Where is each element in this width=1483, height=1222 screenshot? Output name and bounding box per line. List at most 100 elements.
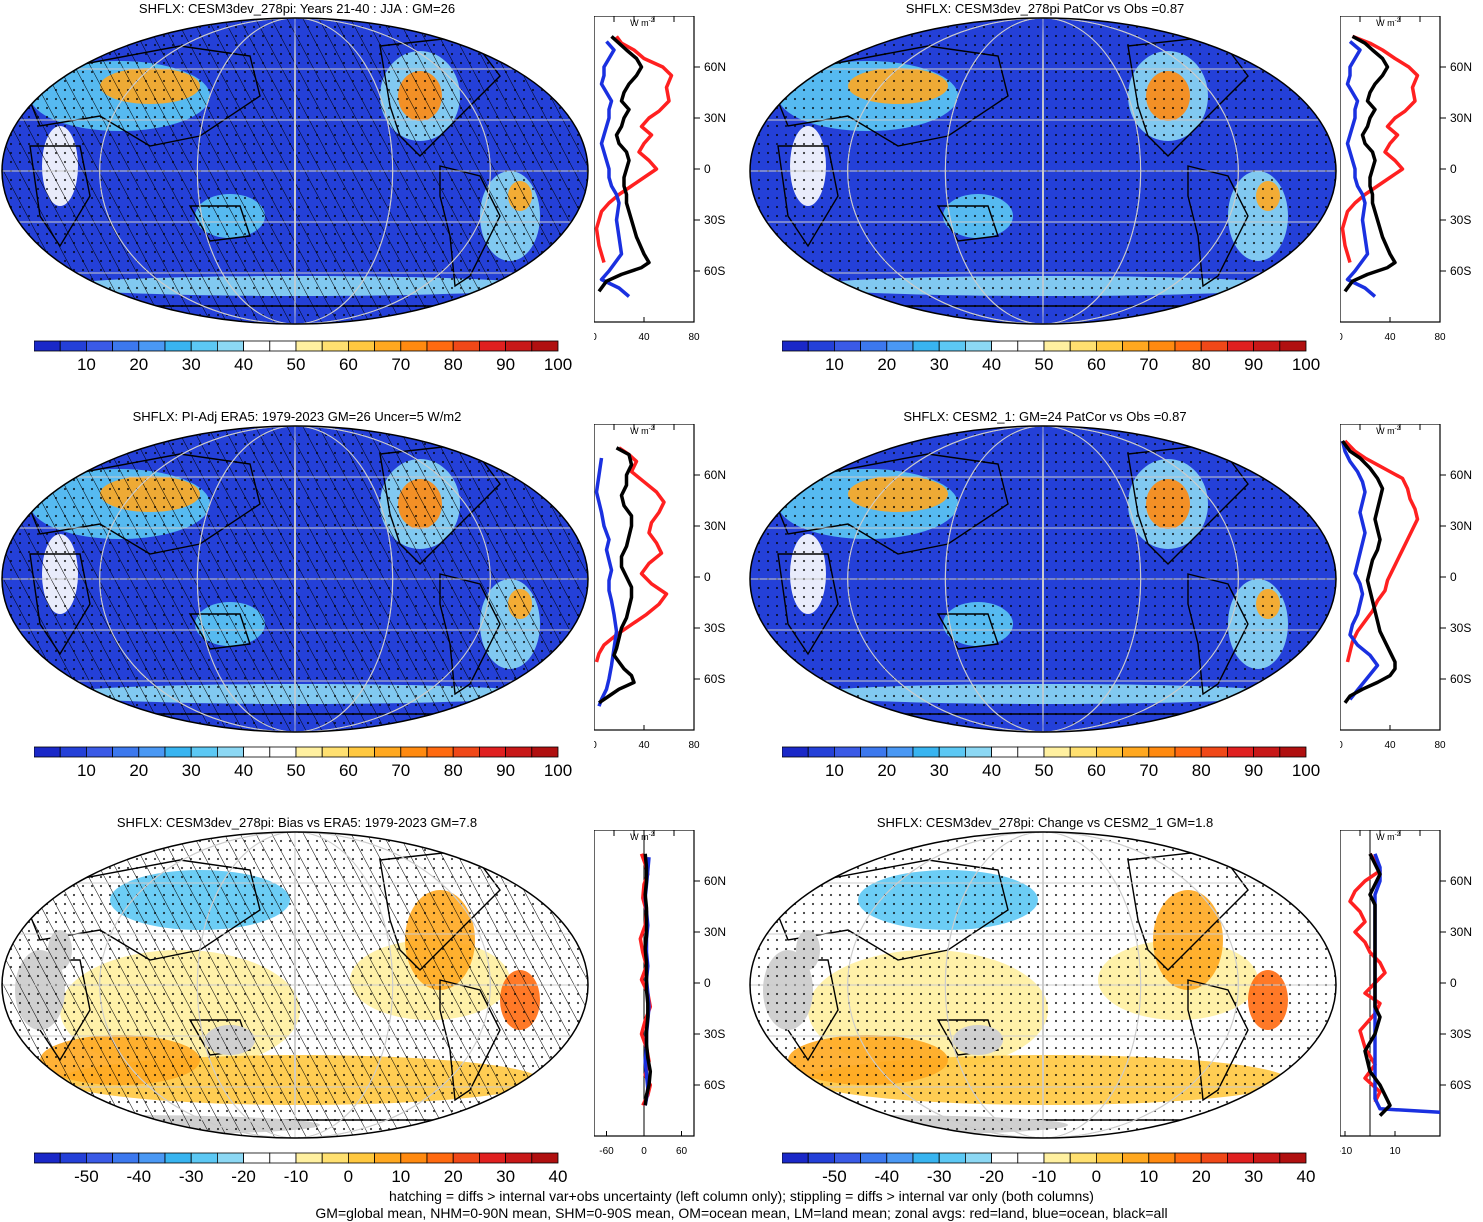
zonal-series-all [1343,34,1397,293]
colorbar-swatch [1095,746,1123,758]
panel-title: SHFLX: PI-Adj ERA5: 1979-2023 GM=26 Unce… [132,409,462,424]
colorbar-swatch [1279,746,1307,758]
colorbar-tick-label: 70 [391,355,410,374]
lat-tick-label: 60N [1450,60,1472,74]
zonal-x-tick-label: 40 [1384,332,1396,343]
colorbar-tick-label: -40 [875,1167,900,1186]
colorbar-swatch [531,340,559,352]
colorbar-swatch [86,340,114,352]
colorbar-tick-label: 30 [930,355,949,374]
colorbar-tick-label: -50 [822,1167,847,1186]
colorbar-swatch [505,1152,533,1164]
colorbar-tick-label: 30 [182,355,201,374]
colorbar-swatch [1226,746,1254,758]
colorbar-swatch [478,746,506,758]
colorbar-tick-label: 100 [1292,761,1320,780]
robinson-map [1,17,589,325]
colorbar-tick-label: 20 [877,761,896,780]
colorbar-swatch [426,1152,454,1164]
colorbar-swatch [269,340,297,352]
colorbar-tick-label: 10 [77,761,96,780]
colorbar-swatch [347,340,375,352]
colorbar-tick-label: 10 [825,355,844,374]
colorbar-swatch [347,746,375,758]
colorbar-swatch [59,746,87,758]
units-label: W m-2 [630,832,654,842]
colorbar-swatch [1043,746,1071,758]
colorbar-swatch [505,746,533,758]
colorbar-swatch [505,340,533,352]
colorbar-swatch [295,746,323,758]
zonal-x-tick-label: 80 [1434,740,1446,751]
lat-tick-label: 60N [704,60,726,74]
colorbar-tick-label: -20 [231,1167,256,1186]
colorbar-swatch [426,746,454,758]
colorbar-swatch [834,340,862,352]
zonal-mean-plot: W m-2 60N 30N 0 30S 60S 0 40 80 [1340,424,1472,751]
zonal-series-ocean [1340,440,1380,701]
zonal-series-land [594,446,669,663]
colorbar-swatch [138,746,166,758]
colorbar: -50-40-30-20-1001020304050 [782,1152,1315,1186]
colorbar-swatch [1095,1152,1123,1164]
robinson-map [749,17,1337,325]
lat-tick-label: 60N [1450,874,1472,888]
colorbar-swatch [964,340,992,352]
zonal-x-tick-label: -10 [1340,1146,1353,1157]
colorbar-tick-label: -30 [927,1167,952,1186]
colorbar-swatch [531,1152,559,1164]
colorbar-swatch [1253,340,1281,352]
colorbar-swatch [86,1152,114,1164]
colorbar-swatch [86,746,114,758]
zonal-series-land [1348,852,1387,1103]
colorbar-swatch [1095,340,1123,352]
colorbar-tick-label: 10 [825,761,844,780]
colorbar-swatch [243,1152,271,1164]
zonal-x-tick-label: 80 [688,332,700,343]
colorbar-tick-label: 40 [234,761,253,780]
colorbar-swatch [59,340,87,352]
colorbar-tick-label: 30 [1244,1167,1263,1186]
colorbar-swatch [991,340,1019,352]
colorbar-swatch [112,1152,140,1164]
colorbar-swatch [1122,1152,1150,1164]
lat-tick-label: 30S [704,621,725,635]
colorbar-swatch [374,1152,402,1164]
colorbar-tick-label: 100 [1292,355,1320,374]
colorbar-tick-label: 50 [1035,355,1054,374]
zonal-x-tick-label: -60 [599,1146,614,1157]
colorbar-tick-label: 20 [129,355,148,374]
colorbar-swatch [1174,1152,1202,1164]
zonal-x-tick-label: 40 [1384,740,1396,751]
colorbar-swatch [243,340,271,352]
colorbar-swatch [295,340,323,352]
colorbar-swatch [1226,1152,1254,1164]
colorbar-swatch [34,1152,61,1164]
zonal-mean-plot: W m-2 60N 30N 0 30S 60S -60 0 60 [594,830,726,1157]
colorbar-swatch [190,1152,218,1164]
colorbar-tick-label: 110 [597,761,598,780]
colorbar-swatch [782,746,809,758]
colorbar-swatch [1279,1152,1307,1164]
colorbar-tick-label: 100 [544,761,572,780]
robinson-map [1,831,589,1139]
colorbar-tick-label: 70 [391,761,410,780]
colorbar-swatch [886,746,914,758]
colorbar-swatch [782,1152,809,1164]
colorbar-tick-label: 70 [1139,355,1158,374]
lat-tick-label: 30N [1450,111,1472,125]
colorbar-swatch [1043,340,1071,352]
colorbar-swatch [1069,340,1097,352]
lat-tick-label: 30S [1450,621,1471,635]
panel-title: SHFLX: CESM2_1: GM=24 PatCor vs Obs =0.8… [903,409,1187,424]
colorbar-swatch [1148,1152,1176,1164]
colorbar-tick-label: 60 [1087,355,1106,374]
units-label: W m-2 [630,426,654,436]
colorbar-swatch [269,1152,297,1164]
panel-title: SHFLX: CESM3dev_278pi: Bias vs ERA5: 197… [116,815,478,830]
zonal-x-tick-label: 0 [641,1146,647,1157]
colorbar-swatch [964,746,992,758]
colorbar-swatch [1226,340,1254,352]
panel-title: SHFLX: CESM3dev_278pi: Change vs CESM2_1… [876,815,1214,830]
colorbar-swatch [1148,746,1176,758]
